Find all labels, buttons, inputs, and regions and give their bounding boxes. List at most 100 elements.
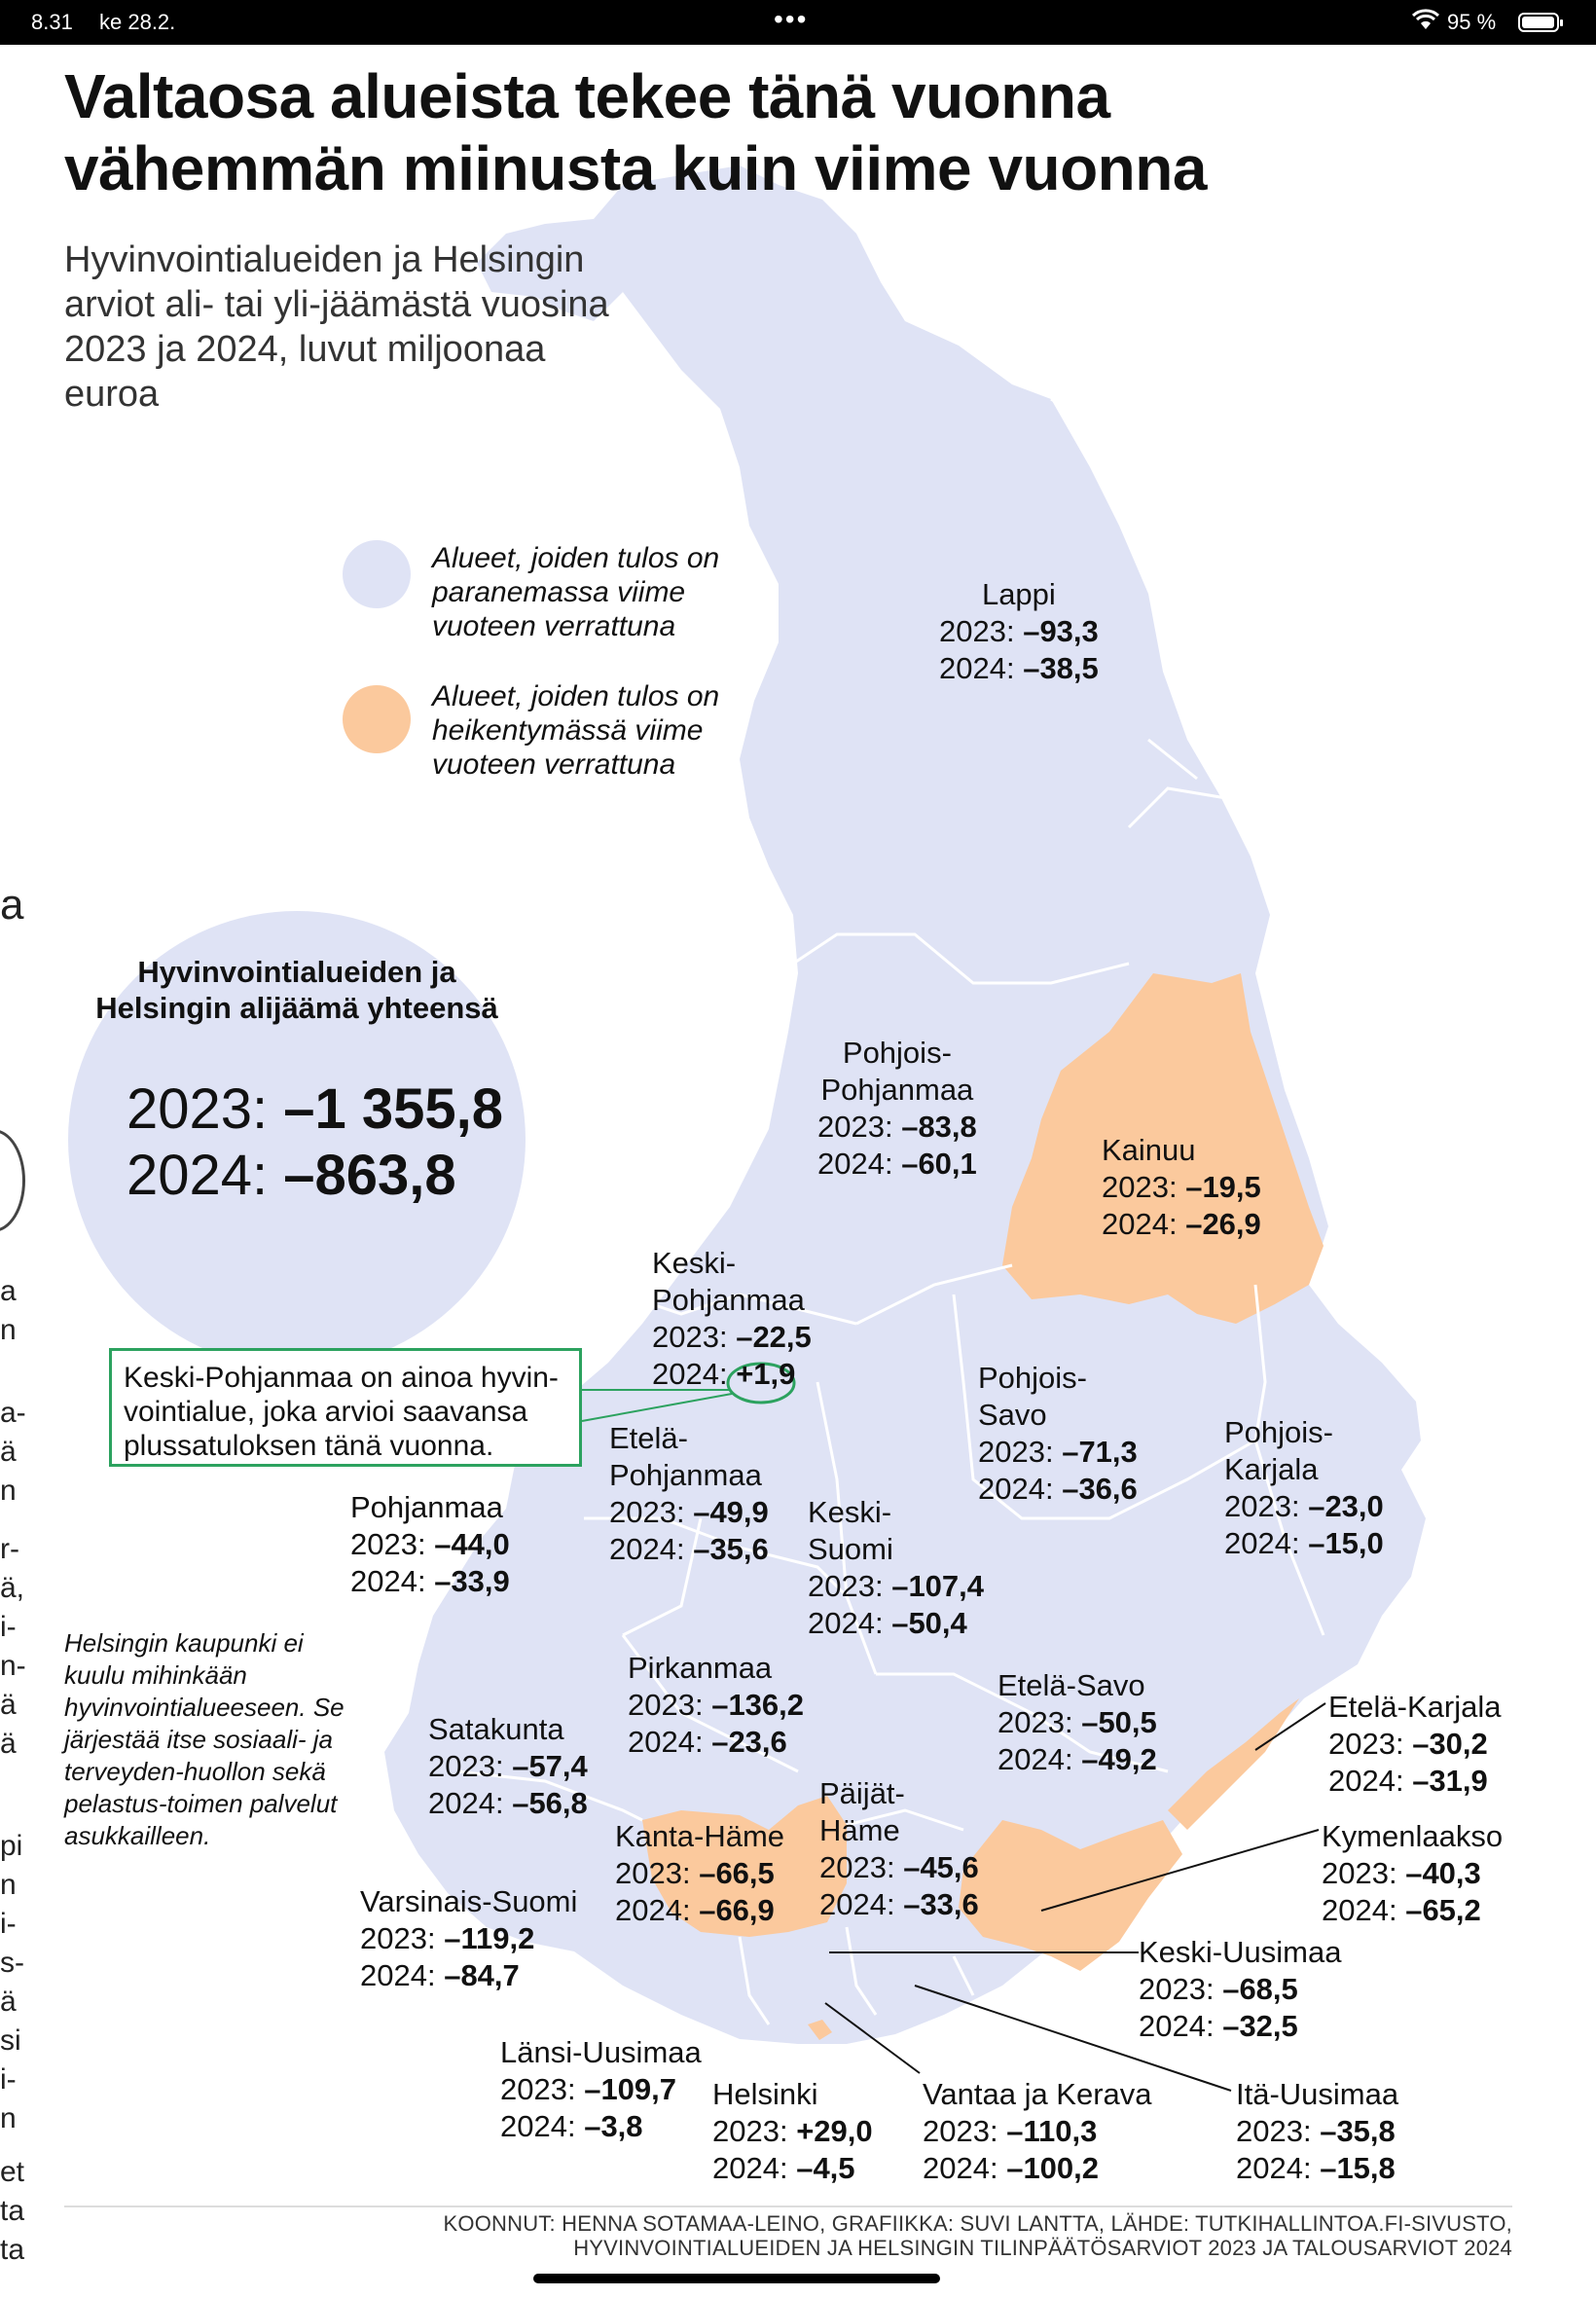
region-value: –110,3	[1006, 2114, 1098, 2148]
year-label: 2023:	[978, 1435, 1063, 1469]
region-value: –136,2	[711, 1688, 805, 1722]
edge-fragment: a	[0, 881, 24, 929]
region-value-2023: 2023: –57,4	[428, 1748, 588, 1785]
edge-fragment: ä	[0, 1986, 17, 2018]
page-subtitle: Hyvinvointialueiden ja Helsingin arviot …	[64, 239, 609, 415]
region-value-2024: 2024: –15,0	[1224, 1525, 1384, 1562]
year-label: 2024:	[819, 1887, 904, 1921]
region-value-2023: 2023: –109,7	[500, 2071, 702, 2108]
region-value-2023: 2023: –45,6	[819, 1849, 979, 1886]
year-label: 2024:	[1102, 1207, 1186, 1241]
footer-divider	[64, 2206, 1512, 2207]
region-name: Pohjois- Pohjanmaa	[820, 1036, 974, 1107]
region-name: Keski- Suomi	[808, 1495, 893, 1566]
region-value: –109,7	[584, 2072, 677, 2106]
edge-fragment: et	[0, 2156, 25, 2188]
edge-fragment: pi	[0, 1830, 23, 1862]
total-label: Hyvinvointialueiden ja Helsingin alijääm…	[95, 955, 498, 1025]
region-name: Helsinki	[712, 2077, 818, 2111]
edge-fragment: n	[0, 1869, 17, 1901]
region-value: –60,1	[901, 1147, 977, 1181]
region-value-2024: 2024: –15,8	[1236, 2150, 1398, 2187]
region-value: –49,9	[693, 1495, 769, 1529]
region-lappi: Lappi 2023: –93,3 2024: –38,5	[939, 576, 1099, 687]
finland-landmass	[384, 165, 1426, 2044]
region-value: –93,3	[1023, 614, 1099, 648]
year-label: 2023:	[500, 2072, 585, 2106]
region-value-2023: 2023: –23,0	[1224, 1488, 1384, 1525]
region-value: –38,5	[1023, 651, 1099, 685]
region-borders	[456, 397, 1325, 2025]
region-value-2024: 2024: –66,9	[615, 1892, 784, 1929]
year-label: 2023:	[998, 1705, 1082, 1739]
region-name: Etelä-Savo	[998, 1668, 1145, 1702]
year-label: 2023:	[1236, 2114, 1321, 2148]
year-label: 2023:	[615, 1856, 700, 1890]
battery-icon	[1518, 13, 1563, 32]
year-label: 2023:	[817, 1110, 902, 1144]
year-label: 2023:	[652, 1320, 737, 1354]
year-label: 2024:	[609, 1532, 694, 1566]
region-name: Etelä-Karjala	[1328, 1690, 1502, 1724]
region-value-2023: 2023: –49,9	[609, 1494, 769, 1531]
wifi-icon	[1411, 8, 1440, 37]
lappi-arm	[477, 219, 623, 321]
total-2023-label: 2023:	[127, 1077, 269, 1141]
region-kymenlaakso: Kymenlaakso 2023: –40,3 2024: –65,2	[1322, 1818, 1503, 1929]
region-value: –65,2	[1405, 1893, 1481, 1927]
region-name: Kanta-Häme	[615, 1819, 785, 1853]
region-value-2024: 2024: –23,6	[628, 1724, 804, 1761]
year-label: 2023:	[923, 2114, 1007, 2148]
year-label: 2024:	[500, 2109, 585, 2143]
year-label: 2023:	[350, 1527, 435, 1561]
region-value: –66,5	[699, 1856, 775, 1890]
region-value-2023: 2023: –50,5	[998, 1704, 1157, 1741]
year-label: 2024:	[923, 2151, 1007, 2185]
year-label: 2024:	[360, 1958, 445, 1992]
year-label: 2024:	[1328, 1764, 1413, 1798]
region-value-2023: 2023: –30,2	[1328, 1726, 1501, 1763]
year-label: 2023:	[628, 1688, 712, 1722]
region-value: –19,5	[1185, 1170, 1261, 1204]
legend-improving-swatch	[343, 540, 411, 608]
region-varsinais-suomi: Varsinais-Suomi 2023: –119,2 2024: –84,7	[360, 1883, 577, 1994]
region-value: –35,8	[1320, 2114, 1396, 2148]
region-value: –50,5	[1081, 1705, 1157, 1739]
leader-lines	[824, 1702, 1326, 2092]
region-value: –26,9	[1185, 1207, 1261, 1241]
legend-worsening-swatch	[343, 685, 411, 753]
edge-fragment: i-	[0, 1908, 17, 1940]
region-value-2024: 2024: +1,9	[652, 1356, 812, 1393]
year-label: 2024:	[652, 1357, 737, 1391]
region-pohjois-pohjanmaa: Pohjois- Pohjanmaa 2023: –83,8 2024: –60,1	[817, 1035, 977, 1183]
region-name: Keski-Uusimaa	[1139, 1935, 1342, 1969]
region-value-2023: 2023: –136,2	[628, 1687, 804, 1724]
region-value: –56,8	[512, 1786, 588, 1820]
region-value: –119,2	[444, 1921, 535, 1955]
home-indicator[interactable]	[533, 2274, 940, 2283]
region-value-2024: 2024: –65,2	[1322, 1892, 1503, 1929]
region-value-2024: 2024: –84,7	[360, 1957, 577, 1994]
region-value: +29,0	[796, 2114, 873, 2148]
legend-improving-label: Alueet, joiden tulos on paranemassa viim…	[432, 542, 720, 642]
edge-fragment: ä,	[0, 1572, 25, 1604]
region-value-2023: 2023: –119,2	[360, 1920, 577, 1957]
keski-pohjanmaa-note: Keski-Pohjanmaa on ainoa hyvin-vointialu…	[109, 1348, 582, 1467]
year-label: 2024:	[1322, 1893, 1406, 1927]
region-value: –31,9	[1412, 1764, 1488, 1798]
region-pohjois-savo: Pohjois- Savo 2023: –71,3 2024: –36,6	[978, 1360, 1138, 1508]
region-value: –107,4	[891, 1569, 985, 1603]
region-value-2023: 2023: –71,3	[978, 1434, 1138, 1471]
region-keski-uusimaa: Keski-Uusimaa 2023: –68,5 2024: –32,5	[1139, 1934, 1341, 2045]
kymenlaakso-area	[959, 1820, 1182, 1971]
region-value: –33,9	[434, 1564, 510, 1598]
multitasking-dots-icon[interactable]: •••	[774, 4, 809, 34]
page-title: Valtaosa alueista tekee tänä vuonna vähe…	[64, 61, 1207, 203]
region-value-2023: 2023: –107,4	[808, 1568, 984, 1605]
region-value: –100,2	[1006, 2151, 1100, 2185]
year-label: 2024:	[628, 1725, 712, 1759]
year-label: 2023:	[1139, 1972, 1223, 2006]
year-label: 2023:	[1322, 1856, 1406, 1890]
battery-percent: 95 %	[1447, 10, 1497, 34]
region-name: Pohjois- Savo	[978, 1361, 1087, 1432]
